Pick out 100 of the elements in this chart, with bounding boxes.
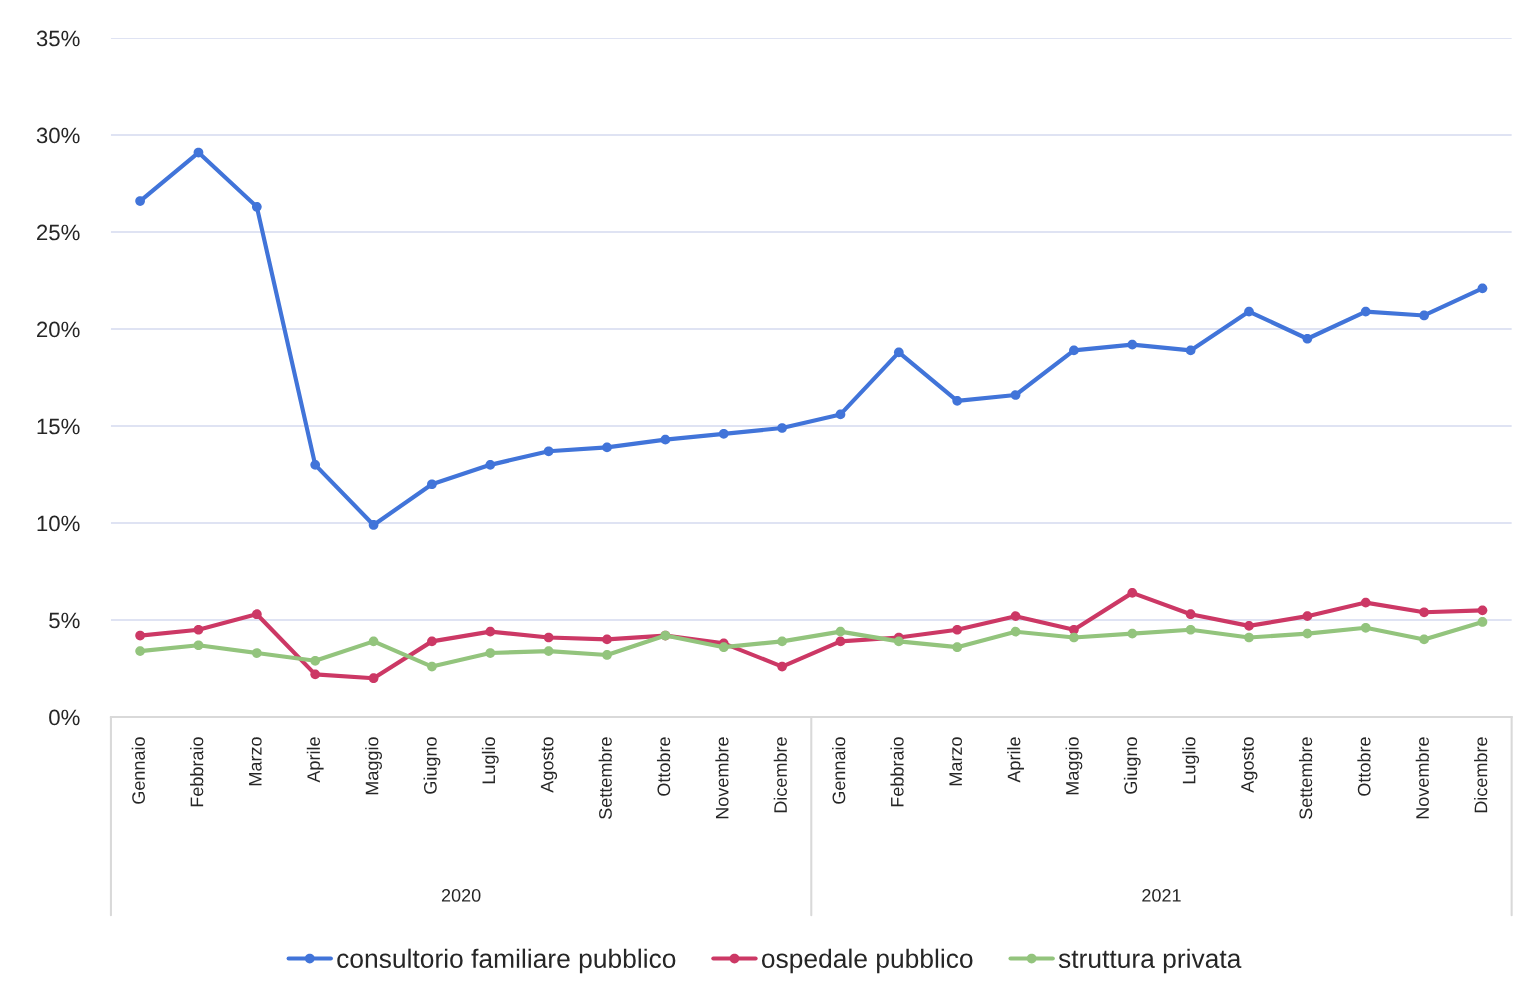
- point: [1185, 624, 1196, 635]
- point: [1477, 617, 1488, 627]
- point: [427, 661, 437, 672]
- x-tick-label: Aprile: [306, 737, 324, 783]
- y-tick-label: 10%: [37, 515, 80, 532]
- point: [193, 147, 204, 158]
- y-tick-label: 20%: [37, 321, 80, 338]
- point: [135, 196, 145, 206]
- x-tick-label: Maggio: [365, 737, 382, 795]
- point: [660, 434, 671, 445]
- point: [1127, 628, 1138, 639]
- x-tick-label: Novembre: [715, 737, 729, 819]
- x-tick-label: Ottobre: [656, 737, 671, 796]
- x-tick-label: Febbraio: [190, 737, 204, 807]
- point: [1185, 345, 1196, 356]
- point: [427, 636, 437, 647]
- point: [777, 661, 787, 672]
- point: [310, 459, 321, 470]
- point: [251, 648, 262, 658]
- x-tick-label: Gennaio: [131, 737, 145, 804]
- x-tick-label: Dicembre: [1474, 737, 1488, 813]
- point: [602, 650, 612, 660]
- point: [1069, 345, 1079, 356]
- x-tick-label: Aprile: [1007, 737, 1024, 783]
- y-tick-label: 5%: [49, 612, 80, 629]
- point: [718, 642, 729, 653]
- point: [835, 409, 846, 420]
- y-tick-label: 15%: [37, 418, 80, 435]
- point: [777, 423, 787, 433]
- x-tick-label: Maggio: [1065, 737, 1083, 795]
- point: [1069, 632, 1079, 643]
- point: [193, 624, 204, 635]
- legend-label: ospedale pubblico: [761, 948, 973, 974]
- point: [1360, 622, 1371, 633]
- point: [135, 646, 145, 656]
- point: [543, 632, 554, 643]
- point: [368, 520, 379, 530]
- point: [251, 609, 262, 620]
- y-tick-label: 30%: [36, 127, 80, 144]
- point: [1302, 333, 1313, 344]
- point: [952, 642, 963, 653]
- point: [835, 636, 846, 647]
- point: [310, 655, 321, 666]
- x-tick-label: Settembre: [1298, 737, 1313, 819]
- point: [368, 636, 379, 647]
- point: [135, 630, 145, 641]
- point: [1419, 607, 1429, 618]
- point: [1127, 588, 1138, 598]
- y-tick-label: 0%: [49, 709, 80, 726]
- point: [602, 634, 612, 645]
- point: [1477, 605, 1488, 616]
- x-tick-label: Febbraio: [890, 737, 904, 807]
- point: [368, 673, 379, 684]
- x-tick-label: Marzo: [249, 737, 262, 786]
- x-tick-label: Dicembre: [773, 737, 787, 813]
- text: 2021: [1142, 889, 1181, 902]
- point: [777, 636, 787, 647]
- x-tick-label: Gennaio: [832, 737, 846, 804]
- point: [952, 395, 963, 406]
- x-tick-label: Agosto: [540, 737, 558, 793]
- point: [718, 428, 729, 439]
- x-tick-label: Ottobre: [1357, 737, 1371, 796]
- point: [310, 669, 321, 680]
- x-tick-label: Luglio: [1182, 737, 1200, 784]
- point: [485, 648, 496, 658]
- y-tick-label: 25%: [37, 224, 80, 241]
- point: [1360, 597, 1371, 608]
- point: [1302, 628, 1313, 639]
- point: [1302, 611, 1313, 622]
- point: [893, 347, 904, 358]
- point: [952, 624, 963, 635]
- point: [1244, 621, 1254, 631]
- y-tick-label: 35%: [36, 30, 80, 47]
- x-tick-label: Giugno: [423, 737, 441, 794]
- point: [893, 636, 904, 647]
- point: [543, 446, 554, 457]
- legend-label: consultorio familiare pubblico: [337, 948, 676, 974]
- point: [1360, 306, 1371, 317]
- point: [1010, 611, 1021, 622]
- text: 2020: [441, 889, 481, 902]
- x-tick-label: Marzo: [949, 737, 963, 786]
- point: [251, 201, 262, 212]
- x-tick-label: Novembre: [1415, 737, 1429, 819]
- point: [485, 626, 496, 637]
- point: [1477, 283, 1488, 294]
- point: [1244, 632, 1254, 643]
- x-tick-label: Settembre: [598, 737, 612, 819]
- x-tick-label: Giugno: [1123, 737, 1141, 794]
- x-tick-label: Agosto: [1241, 737, 1258, 793]
- point: [1419, 310, 1429, 321]
- point: [1419, 634, 1429, 645]
- point: [543, 646, 554, 656]
- point: [1010, 390, 1021, 400]
- point: [193, 640, 204, 651]
- legend-label: struttura privata: [1058, 948, 1242, 974]
- point: [1127, 339, 1138, 350]
- point: [835, 626, 846, 637]
- point: [1185, 609, 1196, 620]
- point: [602, 442, 612, 453]
- point: [1244, 306, 1254, 317]
